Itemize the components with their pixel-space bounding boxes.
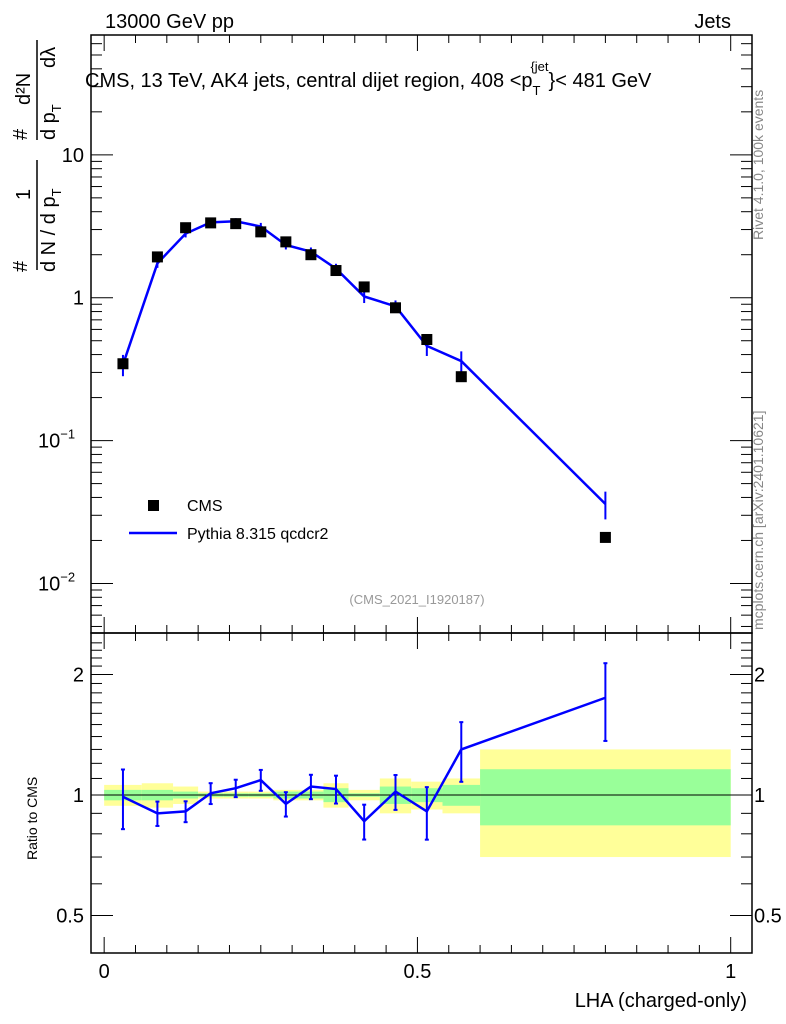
legend: CMS Pythia 8.315 qcdcr2	[129, 498, 329, 543]
header-right: Jets	[694, 11, 731, 33]
header-left: 13000 GeV pp	[105, 11, 234, 33]
x-tick-label: 1	[725, 961, 736, 983]
y-tick-label-right: 1	[754, 785, 765, 807]
side-label-rivet: Rivet 4.1.0, 100k events	[750, 90, 766, 240]
y-tick-label: 1	[73, 785, 84, 807]
cms-data-point	[280, 236, 292, 248]
ratio-line	[122, 696, 606, 824]
legend-label-cms: CMS	[187, 498, 223, 515]
band-green	[480, 769, 731, 826]
chart-title: CMS, 13 TeV, AK4 jets, central dijet reg…	[85, 59, 652, 98]
y-tick-label: 10	[62, 145, 84, 167]
cms-data-point	[455, 371, 467, 383]
svg-text:d pT: d pT	[38, 104, 64, 140]
y-tick-label: 1	[73, 288, 84, 310]
cms-data-point	[358, 281, 370, 293]
y-tick-label: 10−2	[38, 569, 75, 595]
main-plot: 10 1 10−1 10−2	[38, 34, 753, 953]
svg-text:#: #	[10, 260, 32, 272]
cms-data-point	[330, 265, 342, 277]
y-axis-label-ratio: Ratio to CMS	[24, 777, 40, 860]
cms-data-point	[117, 358, 129, 370]
y-tick-label-right: 0.5	[754, 906, 782, 928]
svg-text:dλ: dλ	[38, 47, 60, 68]
cms-data-point	[305, 249, 317, 261]
x-tick-label: 0	[99, 961, 110, 983]
svg-text:d N / d pT: d N / d pT	[38, 188, 64, 272]
y-tick-label: 2	[73, 665, 84, 687]
ratio-frame	[90, 632, 753, 954]
x-axis-label: LHA (charged-only)	[575, 990, 747, 1012]
svg-text:d²N: d²N	[13, 73, 35, 105]
y-axis-label-main: # 1 d N / d pT # d²N d pT dλ	[10, 40, 64, 272]
cms-data-point	[151, 251, 163, 263]
y-tick-label: 10−1	[38, 427, 75, 453]
cms-data-point	[389, 302, 401, 314]
side-label-mcplots: mcplots.cern.ch [arXiv:2401.10621]	[750, 411, 766, 630]
y-tick-label-right: 2	[754, 665, 765, 687]
y-tick-label: 0.5	[56, 906, 84, 928]
cms-data-point	[230, 218, 242, 230]
x-tick-label: 0.5	[404, 961, 432, 983]
cms-data-point	[421, 333, 433, 345]
cms-data-point	[255, 226, 267, 238]
ratio-plot: 0 0.5 1 2 2 1 1 0.5 0.5	[56, 632, 782, 983]
legend-marker-cms	[148, 500, 159, 511]
cms-data-point	[180, 222, 192, 234]
svg-text:1: 1	[13, 189, 35, 200]
cms-data-point	[205, 217, 217, 229]
mc-line	[121, 219, 607, 505]
cms-data-point	[599, 531, 611, 543]
svg-text:#: #	[10, 128, 32, 140]
legend-label-mc: Pythia 8.315 qcdcr2	[187, 526, 329, 543]
annotation: (CMS_2021_I1920187)	[349, 592, 484, 607]
